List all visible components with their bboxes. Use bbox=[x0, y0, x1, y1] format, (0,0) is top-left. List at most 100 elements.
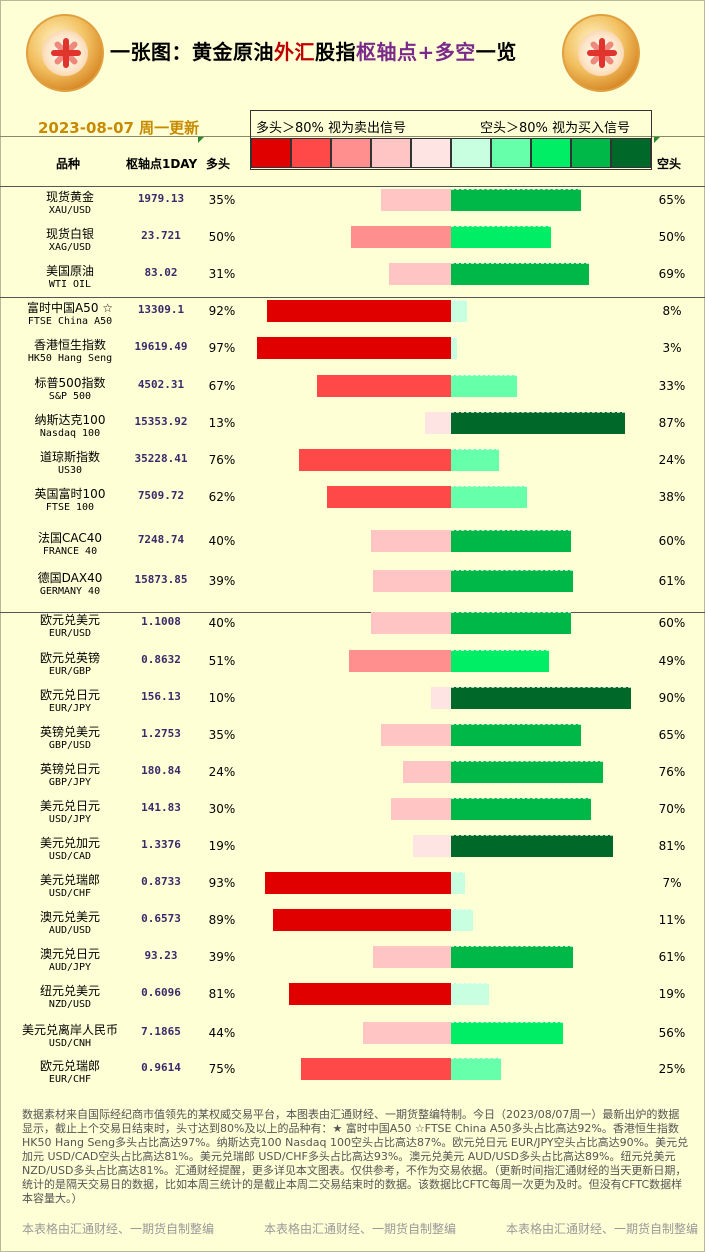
short-bar bbox=[451, 300, 467, 322]
long-percent: 10% bbox=[208, 691, 236, 705]
instrument-name: 道琼斯指数 US30 bbox=[10, 450, 130, 478]
instrument-label: 法国CAC40 bbox=[37, 531, 103, 545]
long-percent: 40% bbox=[208, 616, 236, 630]
long-percent: 35% bbox=[208, 193, 236, 207]
long-bar bbox=[351, 226, 451, 248]
instrument-label: 欧元兑日元 bbox=[39, 688, 100, 702]
pivot-value: 7248.74 bbox=[137, 533, 185, 546]
legend-box bbox=[250, 110, 652, 170]
instrument-name: 标普500指数 S&P 500 bbox=[10, 376, 130, 404]
short-bar bbox=[451, 337, 457, 359]
instrument-name: 美国原油 WTI OIL bbox=[10, 264, 130, 292]
instrument-label: 香港恒生指数 bbox=[33, 338, 106, 352]
long-percent: 62% bbox=[208, 490, 236, 504]
long-percent: 89% bbox=[208, 913, 236, 927]
legend-swatch bbox=[571, 138, 611, 168]
instrument-label: 美元兑离岸人民币 bbox=[21, 1023, 118, 1037]
footer-credit: 本表格由汇通财经、一期货自制整编 bbox=[22, 1222, 215, 1236]
legend-swatch bbox=[251, 138, 291, 168]
pivot-value: 19619.49 bbox=[134, 340, 188, 353]
short-bar bbox=[451, 909, 473, 931]
instrument-name: 澳元兑日元 AUD/JPY bbox=[10, 947, 130, 975]
footnote: 数据素材来自国际经纪商市值领先的某权威交易平台，本图表由汇通财经、一期货整编特制… bbox=[22, 1108, 689, 1205]
instrument-code: EUR/USD bbox=[48, 628, 92, 639]
title-part-2: 外汇 bbox=[274, 40, 315, 64]
instrument-name: 美元兑瑞郎 USD/CHF bbox=[10, 873, 130, 901]
short-bar bbox=[451, 835, 613, 857]
short-percent: 60% bbox=[658, 616, 686, 630]
pivot-value: 15353.92 bbox=[134, 415, 188, 428]
pivot-value: 0.9614 bbox=[141, 1061, 181, 1074]
pivot-value: 1.1008 bbox=[141, 615, 181, 628]
update-date: 2023-08-07 周一更新 bbox=[38, 119, 200, 137]
pivot-value: 83.02 bbox=[144, 266, 178, 279]
short-percent: 8% bbox=[662, 304, 682, 318]
short-bar bbox=[451, 570, 573, 592]
instrument-code: FTSE China A50 bbox=[27, 316, 113, 327]
long-percent: 35% bbox=[208, 728, 236, 742]
instrument-name: 英镑兑日元 GBP/JPY bbox=[10, 762, 130, 790]
pivot-value: 1.3376 bbox=[141, 838, 181, 851]
pivot-value: 93.23 bbox=[144, 949, 178, 962]
instrument-code: EUR/CHF bbox=[48, 1074, 92, 1085]
instrument-code: AUD/JPY bbox=[48, 962, 92, 973]
long-bar bbox=[389, 263, 451, 285]
pivot-value: 141.83 bbox=[141, 801, 181, 814]
long-bar bbox=[257, 337, 451, 359]
instrument-code: EUR/GBP bbox=[48, 666, 92, 677]
long-percent: 51% bbox=[208, 654, 236, 668]
long-bar bbox=[317, 375, 451, 397]
instrument-code: US30 bbox=[57, 465, 83, 476]
instrument-name: 欧元兑瑞郎 EUR/CHF bbox=[10, 1059, 130, 1087]
pivot-value: 0.8733 bbox=[141, 875, 181, 888]
long-bar bbox=[273, 909, 451, 931]
long-percent: 93% bbox=[208, 876, 236, 890]
short-bar bbox=[451, 449, 499, 471]
instrument-name: 富时中国A50 ☆ FTSE China A50 bbox=[10, 301, 130, 329]
long-percent: 44% bbox=[208, 1026, 236, 1040]
short-percent: 61% bbox=[658, 950, 686, 964]
short-bar bbox=[451, 724, 581, 746]
instrument-code: XAG/USD bbox=[48, 242, 92, 253]
short-percent: 19% bbox=[658, 987, 686, 1001]
instrument-name: 纽元兑美元 NZD/USD bbox=[10, 984, 130, 1012]
col-header-pivot: 枢轴点1DAY bbox=[126, 157, 198, 171]
instrument-label: 英镑兑美元 bbox=[39, 725, 100, 739]
long-percent: 75% bbox=[208, 1062, 236, 1076]
instrument-name: 英镑兑美元 GBP/USD bbox=[10, 725, 130, 753]
instrument-code: GBP/JPY bbox=[48, 777, 92, 788]
pivot-value: 1979.13 bbox=[137, 192, 185, 205]
instrument-label: 欧元兑美元 bbox=[39, 613, 100, 627]
short-percent: 38% bbox=[658, 490, 686, 504]
short-percent: 24% bbox=[658, 453, 686, 467]
short-percent: 69% bbox=[658, 267, 686, 281]
legend-swatch bbox=[331, 138, 371, 168]
col-header-long: 多头 bbox=[206, 157, 231, 171]
short-bar bbox=[451, 486, 527, 508]
long-bar bbox=[431, 687, 451, 709]
long-bar bbox=[299, 449, 451, 471]
short-percent: 65% bbox=[658, 193, 686, 207]
long-bar bbox=[381, 724, 451, 746]
short-bar bbox=[451, 189, 581, 211]
pivot-value: 4502.31 bbox=[137, 378, 185, 391]
short-percent: 81% bbox=[658, 839, 686, 853]
long-bar bbox=[403, 761, 451, 783]
short-percent: 70% bbox=[658, 802, 686, 816]
instrument-name: 欧元兑英镑 EUR/GBP bbox=[10, 651, 130, 679]
instrument-code: USD/CAD bbox=[48, 851, 92, 862]
short-bar bbox=[451, 798, 591, 820]
long-percent: 92% bbox=[208, 304, 236, 318]
short-percent: 7% bbox=[662, 876, 682, 890]
short-bar bbox=[451, 687, 631, 709]
long-percent: 76% bbox=[208, 453, 236, 467]
short-percent: 90% bbox=[658, 691, 686, 705]
header-divider bbox=[0, 136, 705, 137]
header-marker-left bbox=[198, 137, 204, 143]
instrument-code: USD/CHF bbox=[48, 888, 92, 899]
instrument-name: 英国富时100 FTSE 100 bbox=[10, 487, 130, 515]
short-bar bbox=[451, 983, 489, 1005]
instrument-code: USD/CNH bbox=[48, 1038, 92, 1049]
instrument-label: 美元兑日元 bbox=[39, 799, 100, 813]
pivot-value: 23.721 bbox=[141, 229, 181, 242]
